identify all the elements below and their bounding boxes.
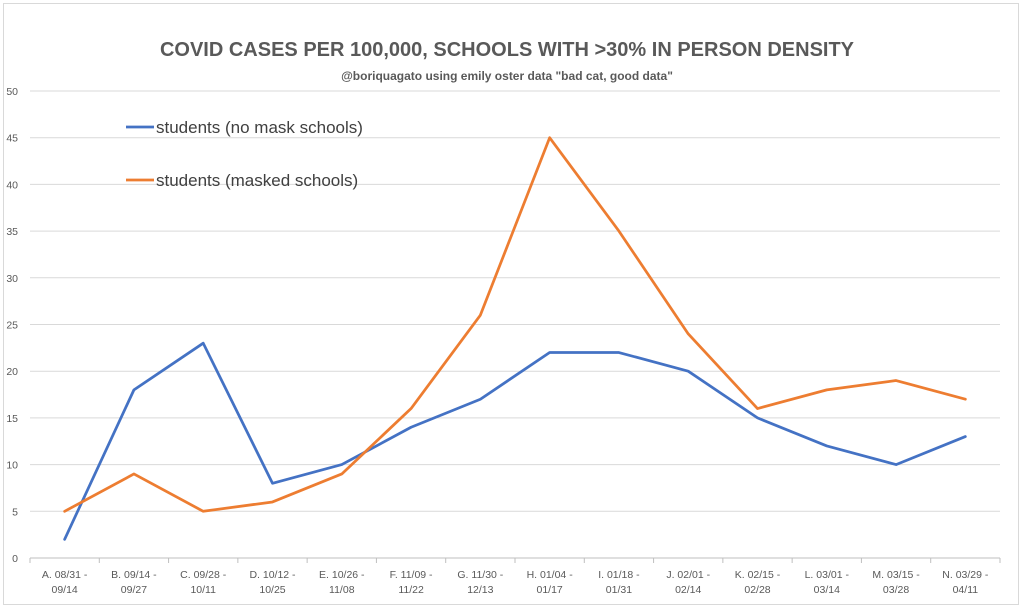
x-tick-label: I. 01/18 -01/31 — [598, 569, 640, 596]
y-tick-label: 25 — [6, 320, 18, 332]
x-tick-label: L. 03/01 -03/14 — [805, 569, 850, 596]
gridlines — [30, 90, 1000, 559]
chart-title: COVID CASES PER 100,000, SCHOOLS WITH >3… — [160, 39, 855, 61]
y-tick-label: 20 — [6, 366, 18, 378]
x-tick-label: J. 02/01 -02/14 — [666, 569, 710, 596]
y-tick-label: 10 — [6, 460, 18, 472]
x-tick-label: K. 02/15 -02/28 — [735, 569, 781, 596]
series-line-masked — [63, 136, 967, 513]
x-axis-ticks: A. 08/31 -09/14 B. 09/14 -09/27 C. 09/28 -… — [29, 558, 1001, 596]
legend-label: students (no mask schools) — [156, 118, 363, 137]
y-tick-label: 35 — [6, 226, 18, 238]
y-tick-label: 45 — [6, 133, 18, 145]
x-tick-label: D. 10/12 -10/25 — [249, 569, 296, 596]
x-tick-label: F. 11/09 -11/22 — [390, 569, 433, 596]
x-tick-label: A. 08/31 -09/14 — [42, 569, 88, 596]
chart-frame — [3, 3, 1019, 605]
chart-subtitle: @boriquagato using emily oster data "bad… — [341, 69, 673, 83]
y-axis-ticks: 0 5 10 15 20 25 30 35 40 45 50 — [6, 86, 18, 565]
y-tick-label: 0 — [12, 553, 18, 565]
y-tick-label: 40 — [6, 179, 18, 191]
series-line-no-mask — [63, 341, 967, 541]
x-tick-label: M. 03/15 -03/28 — [872, 569, 920, 596]
legend: students (no mask schools) students (mask… — [126, 118, 363, 190]
y-tick-label: 50 — [6, 86, 18, 98]
x-tick-label: H. 01/04 -01/17 — [527, 569, 574, 596]
legend-label: students (masked schools) — [156, 171, 358, 190]
x-tick-label: E. 10/26 -11/08 — [319, 569, 365, 596]
y-tick-label: 30 — [6, 273, 18, 285]
y-tick-label: 5 — [12, 506, 18, 518]
y-tick-label: 15 — [6, 413, 18, 425]
series-lines — [63, 136, 967, 541]
x-tick-label: C. 09/28 -10/11 — [180, 569, 227, 596]
x-tick-label: B. 09/14 -09/27 — [111, 569, 157, 596]
x-tick-label: N. 03/29 -04/11 — [942, 569, 989, 596]
x-tick-label: G. 11/30 -12/13 — [457, 569, 503, 596]
